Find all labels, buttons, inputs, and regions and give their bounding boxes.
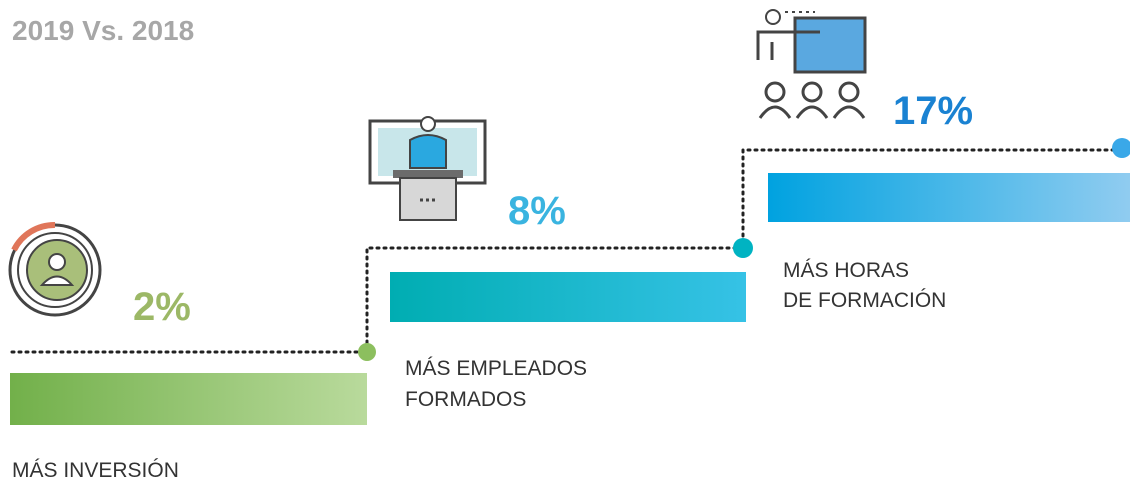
value: 8% — [508, 189, 566, 233]
dot — [1112, 138, 1130, 158]
label: DE FORMACIÓN — [783, 289, 946, 312]
title: 2019 Vs. 2018 — [12, 15, 194, 46]
value: 2% — [133, 285, 191, 329]
dot — [358, 343, 376, 361]
label: MÁS INVERSIÓN — [12, 459, 179, 480]
bar — [390, 272, 746, 322]
icon-podium — [368, 116, 487, 221]
bar — [10, 373, 367, 425]
icon-user — [8, 221, 102, 317]
label: FORMADOS — [405, 388, 526, 411]
dot — [733, 238, 753, 258]
label: MÁS EMPLEADOS — [405, 357, 587, 380]
bar — [768, 173, 1130, 222]
label: MÁS HORAS — [783, 259, 909, 282]
icon-presenter — [756, 9, 867, 119]
connector — [10, 148, 1122, 354]
value: 17% — [893, 89, 973, 133]
